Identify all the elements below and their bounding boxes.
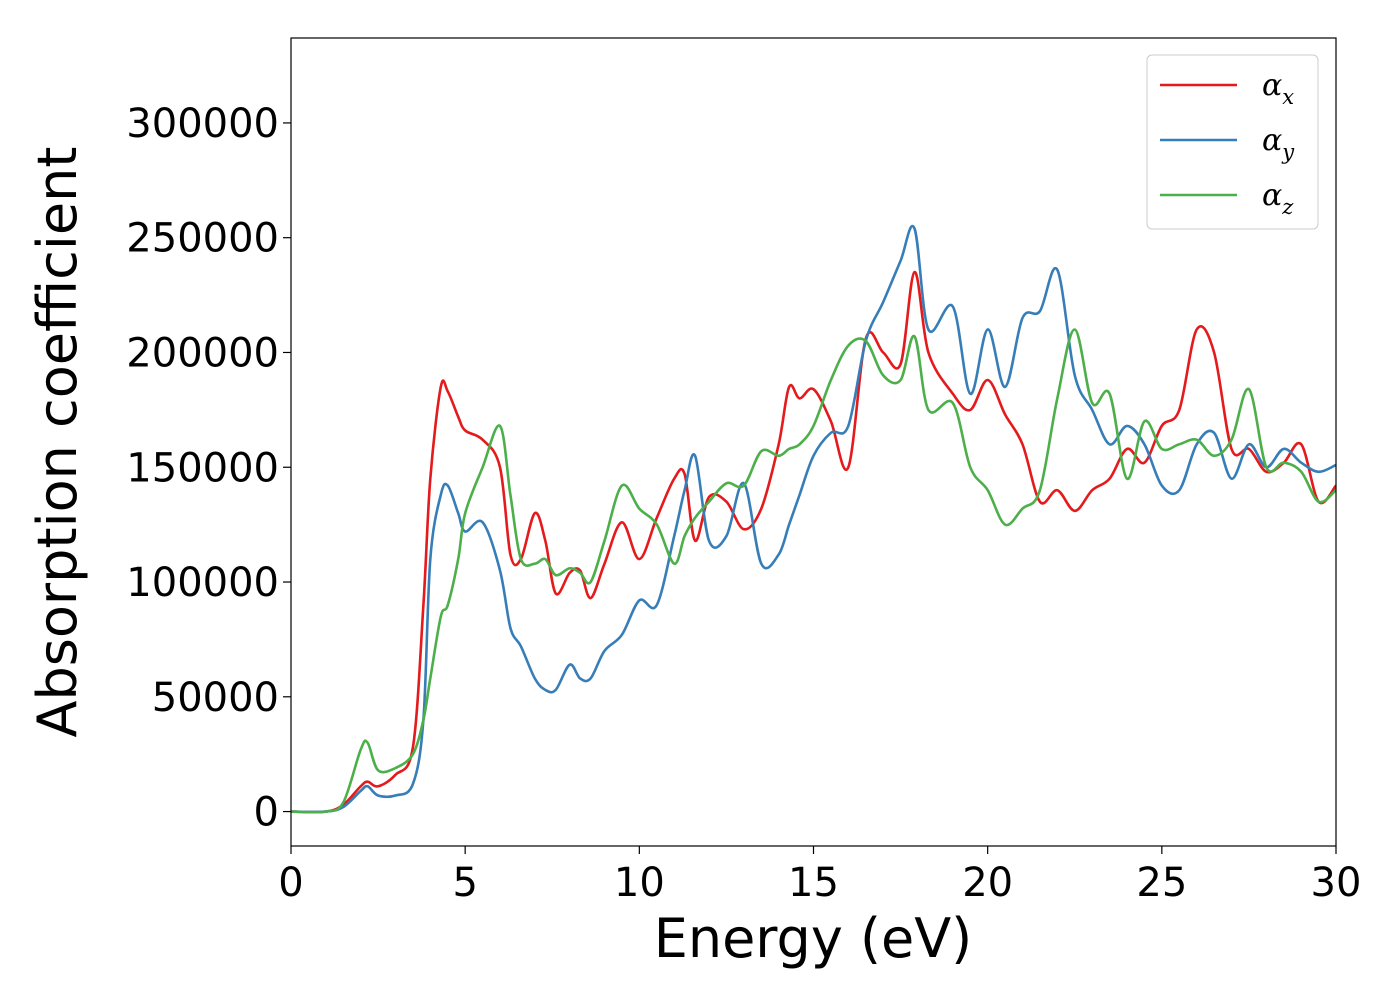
y-tick-label: 100000 — [126, 560, 279, 606]
series-line-z — [291, 328, 1336, 814]
series-group — [291, 224, 1336, 814]
x-tick-label: 0 — [278, 860, 303, 906]
y-tick-label: 250000 — [126, 216, 279, 262]
y-tick-label: 0 — [254, 790, 279, 836]
legend-label-y: αy — [1262, 123, 1295, 164]
legend: αx αy αz — [1146, 54, 1319, 230]
legend-label-x: αx — [1262, 68, 1294, 109]
x-tick-label: 15 — [788, 860, 839, 906]
series-line-x — [291, 270, 1336, 814]
y-tick-label: 300000 — [126, 101, 279, 147]
x-tick-label: 20 — [962, 860, 1013, 906]
legend-box — [1146, 54, 1319, 230]
legend-label-z: αz — [1262, 178, 1294, 219]
x-tick-label: 30 — [1311, 860, 1362, 906]
y-tick-label: 150000 — [126, 445, 279, 491]
series-line-y — [291, 224, 1336, 814]
x-tick-label: 10 — [614, 860, 665, 906]
y-axis-title: Absorption coefficient — [26, 147, 89, 738]
x-tick-label: 5 — [452, 860, 477, 906]
y-tick-label: 200000 — [126, 330, 279, 376]
x-tick-label: 25 — [1136, 860, 1187, 906]
x-axis-title: Energy (eV) — [654, 907, 973, 970]
y-axis-ticks: 0 50000 100000 150000 200000 250000 300000 — [126, 101, 291, 836]
y-tick-label: 50000 — [152, 675, 279, 721]
x-axis-ticks: 0 5 10 15 20 25 30 — [278, 846, 1361, 906]
